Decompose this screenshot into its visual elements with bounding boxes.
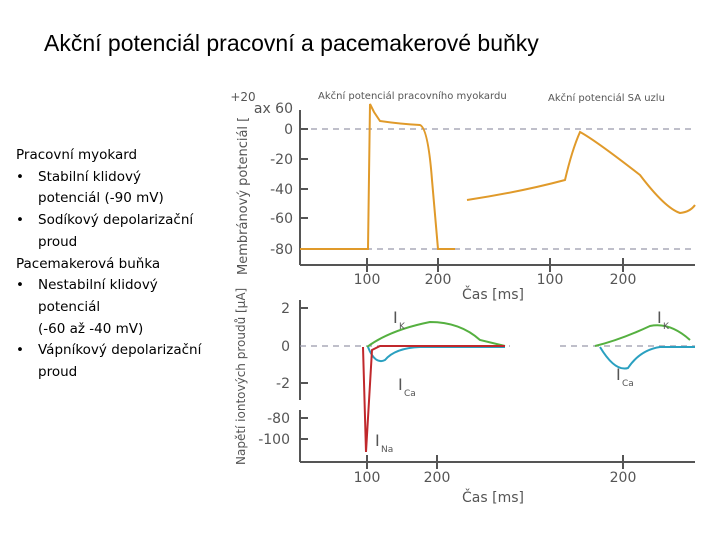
label: I [616, 365, 621, 384]
label: I [657, 308, 662, 327]
note-text: Pacemakerová buňka [16, 255, 161, 272]
note-text: Pracovní myokard [16, 147, 138, 163]
note-line: • Stabilní klidový [16, 167, 201, 189]
label: Ca [622, 379, 634, 389]
note-text: proud [38, 364, 78, 381]
label: ax 60 [254, 101, 293, 117]
note-line: • Vápníkový depolarizační [16, 340, 201, 362]
label: 200 [610, 470, 637, 486]
label: K [399, 322, 406, 332]
note-line: Pacemakerová buňka [16, 254, 201, 276]
label: I [393, 308, 398, 327]
note-line: proud [16, 232, 201, 254]
label: -80 [270, 242, 293, 258]
axes [299, 103, 696, 469]
note-text: potenciál [38, 298, 101, 315]
label: Napětí iontových proudů [µA] [234, 288, 248, 465]
ticks [300, 128, 624, 469]
note-text: Nestabilní klidový [38, 277, 158, 294]
label: K [663, 322, 670, 332]
note-text: proud [38, 233, 78, 250]
note-line: (-60 až -40 mV) [16, 319, 201, 341]
note-line: potenciál [16, 297, 201, 319]
label: Membránový potenciál [ [236, 117, 251, 275]
label: -100 [258, 432, 290, 448]
bullet: • [16, 168, 24, 185]
label: 200 [424, 470, 451, 486]
bullet: • [16, 212, 24, 229]
label: -60 [270, 211, 293, 227]
label: I [398, 375, 403, 394]
label: Na [381, 445, 393, 455]
label: I [375, 431, 380, 450]
label: +20 [230, 90, 255, 104]
label: -20 [270, 152, 293, 168]
label: 100 [354, 272, 381, 288]
note-text: Stabilní klidový [38, 168, 141, 185]
label: 100 [354, 470, 381, 486]
myocard-curve [300, 103, 455, 250]
note-line: • Sodíkový depolarizační [16, 210, 201, 232]
label: 2 [281, 301, 290, 317]
note-line: • Nestabilní klidový [16, 275, 201, 297]
ik-curve [366, 320, 691, 348]
slide-title: Akční potenciál pracovní a pacemakerové … [44, 30, 539, 56]
label: -40 [270, 182, 293, 198]
label: Akční potenciál SA uzlu [548, 92, 665, 104]
label: -2 [276, 376, 290, 392]
note-line: potenciál (-90 mV) [16, 188, 201, 210]
note-text: potenciál (-90 mV) [38, 190, 164, 207]
ica-curve [367, 346, 695, 370]
note-line: Pracovní myokard [16, 145, 201, 167]
label: 0 [284, 122, 293, 138]
bullet: • [16, 342, 24, 359]
label: Ca [404, 389, 416, 399]
label: 200 [425, 272, 452, 288]
note-text: (-60 až -40 mV) [38, 320, 144, 337]
ina-curve [362, 345, 505, 453]
label: -80 [267, 411, 290, 427]
note-text: Sodíkový depolarizační [38, 212, 194, 229]
label: 100 [537, 272, 564, 288]
label: Akční potenciál pracovního myokardu [318, 90, 507, 102]
bullet: • [16, 277, 24, 294]
label: Čas [ms] [462, 285, 524, 303]
note-line: proud [16, 362, 201, 384]
label: 200 [610, 272, 637, 288]
label: Čas [ms] [462, 488, 524, 506]
sa-curve [466, 130, 696, 215]
notes: Pracovní myokard • Stabilní klidový potenci… [16, 145, 201, 384]
label: 0 [281, 339, 290, 355]
note-text: Vápníkový depolarizační [38, 342, 202, 359]
